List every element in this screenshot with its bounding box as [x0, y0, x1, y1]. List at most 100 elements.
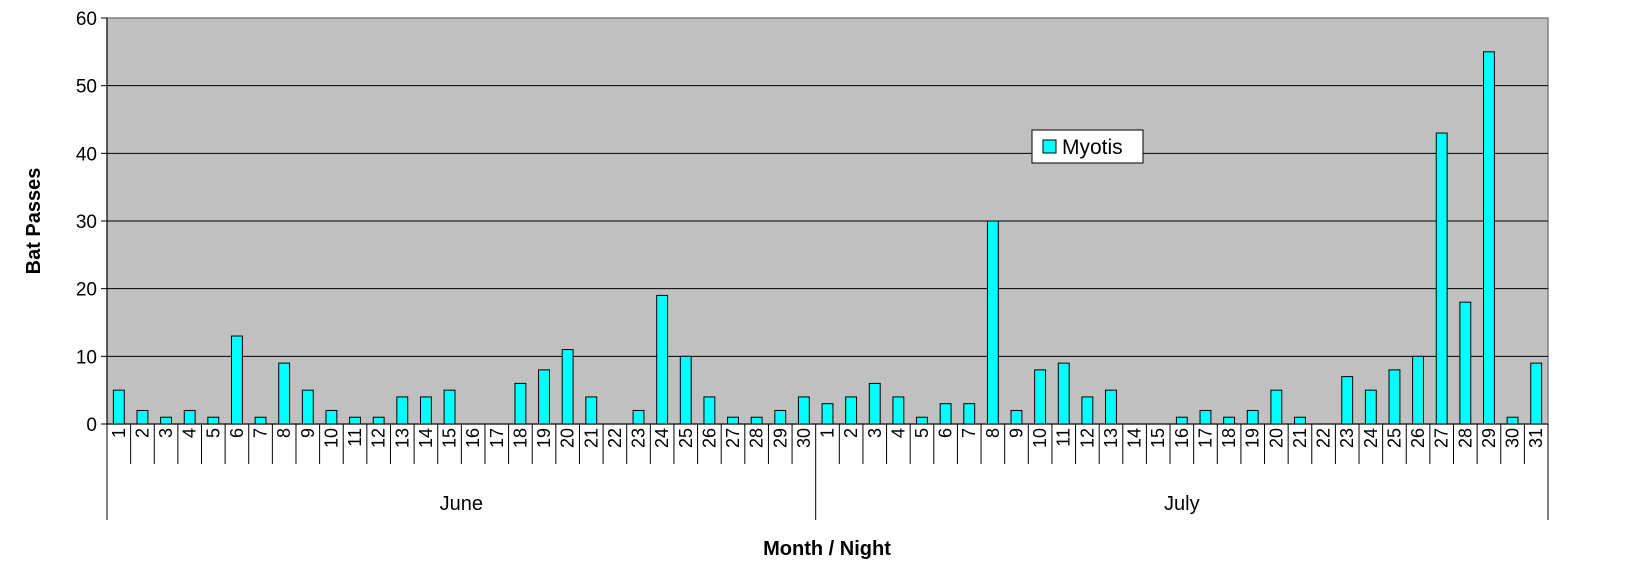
bar [1246, 409, 1259, 425]
x-tick-label: 4 [180, 428, 200, 438]
x-tick-label: 10 [321, 428, 341, 448]
x-tick-label: 3 [865, 428, 885, 438]
bar [585, 396, 598, 425]
x-tick-label: 26 [1408, 428, 1428, 448]
x-tick-label: 6 [936, 428, 956, 438]
x-tick-label: 8 [983, 428, 1003, 438]
x-tick-label: 17 [1195, 428, 1215, 448]
x-tick-label: 23 [1337, 428, 1357, 448]
bar [727, 416, 739, 425]
x-tick-label: 19 [1243, 428, 1263, 448]
x-tick-label: 1 [109, 428, 129, 438]
group-label: July [1164, 493, 1200, 515]
bar [1364, 389, 1377, 425]
bar [821, 403, 834, 425]
bar [845, 396, 858, 425]
bar [1459, 301, 1472, 425]
bar [1412, 355, 1425, 425]
bar [1388, 369, 1401, 425]
bar [1483, 51, 1495, 425]
x-tick-label: 24 [652, 428, 672, 448]
bar [774, 409, 787, 425]
bar [1034, 369, 1047, 425]
x-tick-label: 8 [274, 428, 294, 438]
bar [1057, 362, 1070, 425]
bar [207, 416, 220, 425]
x-tick-label: 9 [1006, 428, 1026, 438]
bar [1199, 409, 1212, 425]
bar [372, 416, 385, 425]
x-tick-label: 11 [345, 428, 365, 447]
bar [136, 409, 149, 425]
x-tick-label: 21 [581, 428, 601, 448]
x-tick-label: 16 [1172, 428, 1192, 448]
bar [419, 396, 432, 425]
x-tick-label: 9 [298, 428, 318, 438]
bar [278, 362, 291, 425]
x-tick-label: 15 [440, 428, 460, 448]
x-tick-label: 20 [1266, 428, 1286, 448]
y-tick-label: 60 [76, 9, 97, 30]
x-tick-label: 13 [392, 428, 412, 448]
bar [868, 382, 881, 425]
bar [892, 396, 905, 425]
x-tick-label: 25 [676, 428, 696, 448]
bar [1270, 389, 1283, 425]
x-tick-label: 17 [487, 428, 507, 448]
bar [1530, 362, 1543, 425]
x-tick-label: 11 [1054, 428, 1074, 447]
x-tick-label: 6 [227, 428, 247, 438]
x-tick-label: 14 [416, 428, 436, 448]
legend: Myotis [1031, 129, 1144, 164]
bar [538, 369, 550, 425]
bar [325, 409, 338, 425]
x-tick-label: 26 [699, 428, 719, 448]
bar [1341, 376, 1354, 425]
bar [656, 294, 669, 425]
x-tick-label: 12 [1077, 428, 1097, 448]
x-axis-title: Month / Night [763, 538, 891, 560]
x-tick-label: 18 [510, 428, 530, 448]
bar [514, 382, 527, 425]
bar [183, 409, 196, 425]
y-tick-label: 10 [76, 347, 97, 368]
y-axis: 0 10 20 30 40 50 60 [76, 9, 108, 436]
x-tick-label: 2 [841, 428, 861, 438]
bar [1081, 396, 1094, 425]
bar [986, 220, 999, 425]
bar [703, 396, 716, 425]
x-tick-label: 31 [1526, 428, 1546, 448]
gridlines [107, 85, 1548, 357]
x-tick-label: 5 [203, 428, 223, 438]
bar [797, 396, 810, 425]
y-tick-label: 20 [76, 280, 97, 301]
x-tick-label: 3 [156, 428, 176, 438]
bar [1294, 416, 1306, 425]
bar [916, 416, 928, 425]
x-tick-label: 1 [818, 428, 838, 438]
bar [963, 403, 976, 425]
x-tick-label: 4 [888, 428, 908, 438]
y-axis-title: Bat Passes [23, 168, 45, 275]
x-tick-label: 21 [1290, 428, 1310, 448]
x-axis: 1 2 3 4 5 6 7 8 9 10 11 12 13 14 15 16 17 18 19 20 21 22 23 24 2… [106, 423, 1549, 520]
x-tick-label: 22 [1314, 428, 1334, 448]
x-tick-label: 30 [1503, 428, 1523, 448]
bar [301, 389, 314, 425]
x-tick-label: 20 [558, 428, 578, 448]
bar [230, 335, 243, 425]
bar [349, 416, 361, 425]
bar [1223, 416, 1236, 425]
x-tick-label: 10 [1030, 428, 1050, 448]
x-tick-label: 29 [770, 428, 790, 448]
x-tick-label: 27 [723, 428, 743, 448]
bar [254, 416, 267, 425]
bar [396, 396, 409, 425]
bar [750, 416, 763, 425]
x-tick-label: 22 [605, 428, 625, 448]
x-tick-label: 13 [1101, 428, 1121, 448]
bar [561, 349, 574, 425]
x-tick-label: 25 [1384, 428, 1404, 448]
y-tick-label: 30 [76, 212, 97, 233]
